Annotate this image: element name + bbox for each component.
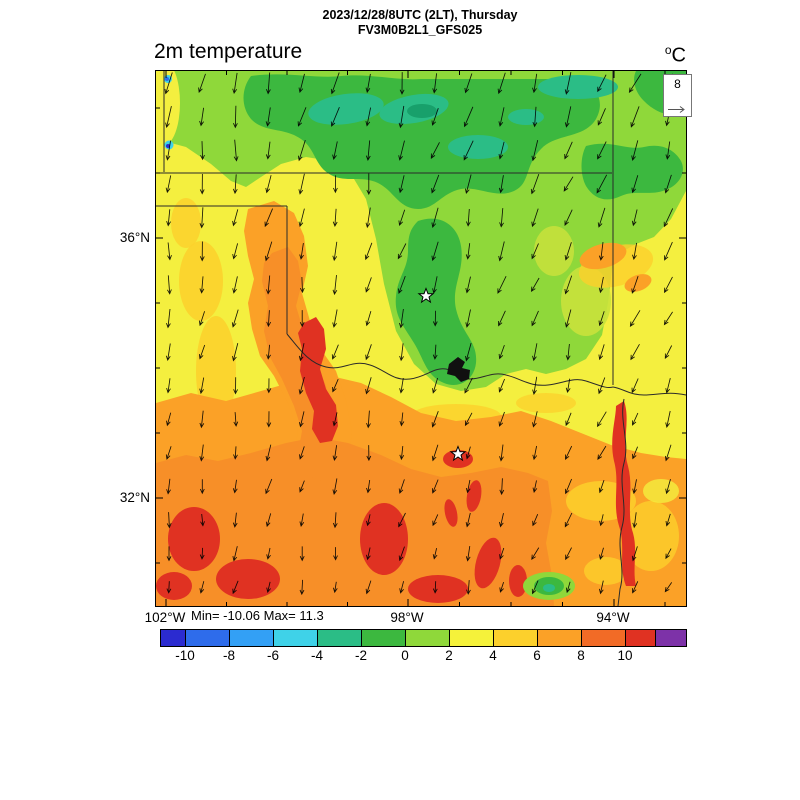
units-base: C <box>671 44 686 67</box>
colorbar-tick-labels: -10 -8 -6 -4 -2 0 2 4 6 8 10 <box>160 648 685 665</box>
min-max-stats: Min= -10.06 Max= 11.3 <box>191 608 324 623</box>
colorbar-tick-label: -6 <box>266 648 280 663</box>
colorbar-cell <box>656 630 686 646</box>
lon-label-98w: 98°W <box>390 610 424 625</box>
temperature-field-svg <box>156 71 686 606</box>
units-degree-sup: o <box>664 43 672 57</box>
colorbar-cell <box>538 630 582 646</box>
colorbar-cell <box>318 630 362 646</box>
lake-texoma <box>447 357 470 382</box>
colorbar-cell <box>186 630 230 646</box>
texas-louisiana-border <box>617 398 627 606</box>
lon-label-102w: 102°W <box>144 610 186 625</box>
wind-arrows <box>164 72 674 596</box>
red-river-east <box>612 386 686 396</box>
tick-marks <box>156 71 686 606</box>
map-plot-area: 8 <box>155 70 692 607</box>
wind-arrow-glyphs <box>164 72 674 596</box>
lat-label-36n: 36°N <box>119 230 150 245</box>
plot-title: 2m temperature <box>154 40 303 63</box>
wind-reference-box: 8 <box>663 74 692 117</box>
colorbar-tick-label: 6 <box>533 648 541 663</box>
colorbar-cell <box>450 630 494 646</box>
colorbar-cell <box>626 630 656 646</box>
colorbar-tick-label: -2 <box>354 648 368 663</box>
wind-reference-arrow-icon <box>668 106 685 113</box>
colorbar <box>160 629 687 647</box>
colorbar-tick-label: -8 <box>222 648 236 663</box>
colorbar-cell <box>274 630 318 646</box>
colorbar-tick-label: -10 <box>175 648 195 663</box>
station-markers <box>417 287 467 462</box>
colorbar-cell <box>161 630 186 646</box>
colorbar-cell <box>494 630 538 646</box>
colorbar-tick-label: 0 <box>401 648 409 663</box>
lon-label-94w: 94°W <box>596 610 630 625</box>
station-marker-star-texas <box>449 445 467 462</box>
colorbar-tick-label: -4 <box>310 648 324 663</box>
colorbar-cell <box>230 630 274 646</box>
datetime-header: 2023/12/28/8UTC (2LT), Thursday <box>322 8 518 22</box>
colorbar-cell <box>362 630 406 646</box>
lat-label-32n: 32°N <box>119 490 150 505</box>
axis-ticks <box>156 71 686 606</box>
state-borders <box>156 71 686 606</box>
model-header: FV3M0B2L1_GFS025 <box>357 23 483 37</box>
colorbar-cell <box>582 630 626 646</box>
colorbar-tick-label: 4 <box>489 648 497 663</box>
units-label: oC <box>650 43 686 68</box>
colorbar-tick-label: 8 <box>577 648 585 663</box>
colorbar-cell <box>406 630 450 646</box>
station-marker-star-oklahoma <box>417 287 435 304</box>
wind-reference-value: 8 <box>674 77 681 91</box>
colorbar-tick-label: 2 <box>445 648 453 663</box>
colorbar-tick-label: 10 <box>617 648 633 663</box>
